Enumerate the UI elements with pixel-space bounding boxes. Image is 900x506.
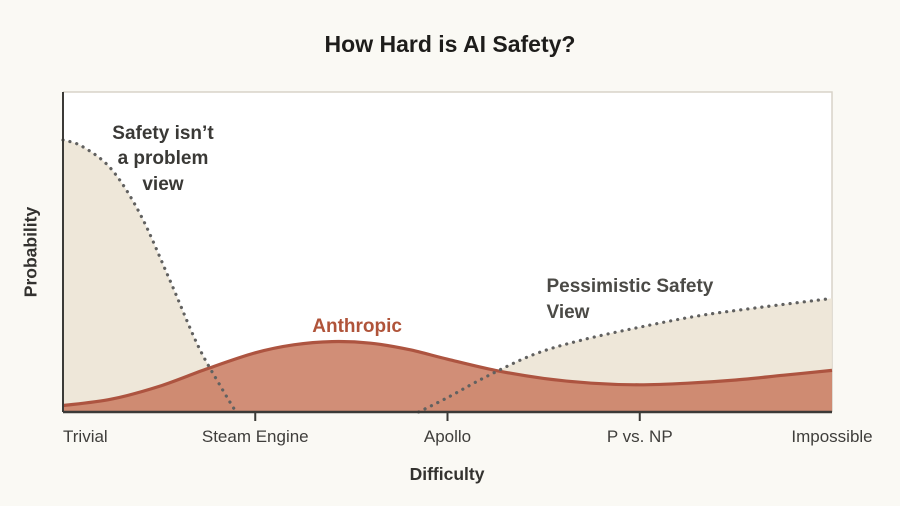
chart-title: How Hard is AI Safety? (324, 31, 576, 57)
curve-label-anthropic: Anthropic (312, 316, 402, 338)
y-axis-label: Probability (20, 206, 41, 298)
anthropic-line (62, 339, 833, 408)
x-axis-label: Difficulty (409, 464, 485, 484)
curve-label-pessimistic-safety-view: Pessimistic Safety View (546, 276, 714, 324)
curve-label-safety-isnt-a-problem-view: Safety isn’t a problem view (112, 122, 214, 196)
chart-plot (61, 91, 834, 421)
anthropic-fill (63, 341, 832, 412)
x-tick-label-trivial: Trivial (63, 427, 108, 446)
safety-isnt-a-problem-view-line (61, 138, 238, 414)
x-tick-label-p-vs-np: P vs. NP (606, 427, 673, 446)
safety-isnt-a-problem-view-fill (63, 140, 237, 412)
x-tick-label-steam-engine: Steam Engine (201, 427, 309, 446)
x-tick-label-apollo: Apollo (423, 427, 472, 446)
x-tick-label-impossible: Impossible (791, 427, 873, 446)
